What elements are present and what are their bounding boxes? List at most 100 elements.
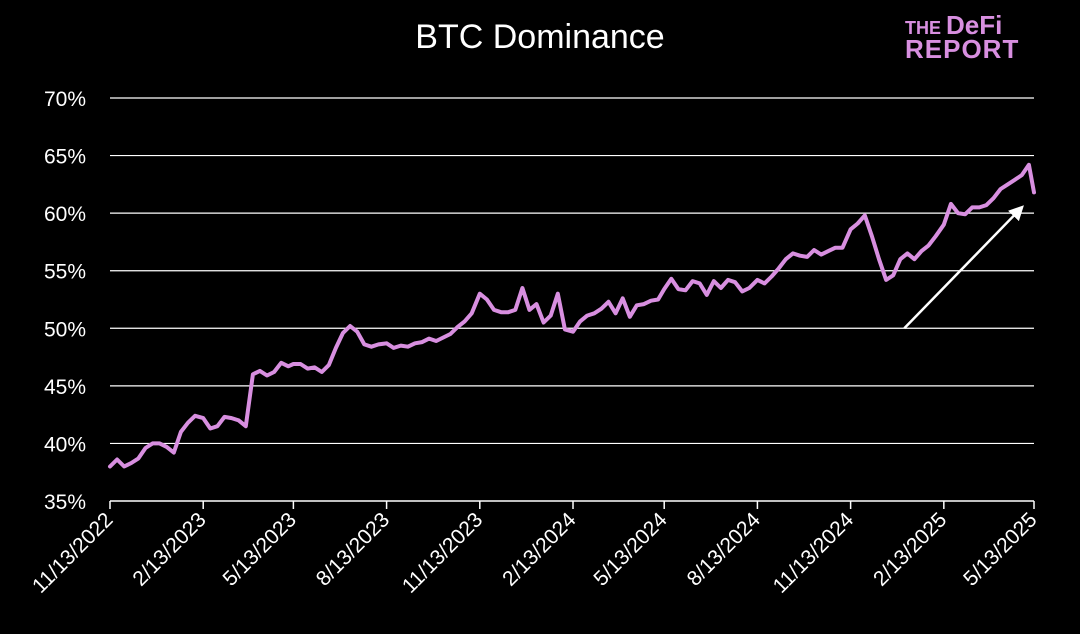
y-tick-label: 55% [44, 261, 86, 284]
data-point [272, 370, 276, 374]
data-point [826, 249, 830, 253]
data-point [977, 205, 981, 209]
data-point [165, 445, 169, 449]
y-tick-label: 50% [44, 318, 86, 341]
data-point [578, 319, 582, 323]
data-point [777, 266, 781, 270]
data-point [683, 288, 688, 292]
data-point [999, 187, 1003, 191]
data-point [669, 277, 673, 281]
data-point [770, 274, 774, 279]
data-point [726, 278, 730, 282]
data-point [313, 365, 317, 369]
data-point [621, 296, 625, 300]
data-point [151, 441, 155, 445]
data-point [563, 327, 567, 331]
data-point [919, 249, 924, 253]
data-point [628, 315, 632, 319]
defi-report-logo: THE DeFi REPORT [905, 12, 1025, 62]
y-tick-label: 65% [44, 146, 86, 169]
data-point [984, 203, 989, 207]
data-point [320, 370, 324, 374]
data-point [463, 319, 467, 323]
data-point [1006, 182, 1010, 186]
data-point [942, 223, 946, 227]
data-point [237, 418, 241, 422]
data-point [571, 330, 575, 334]
data-point [762, 281, 767, 285]
y-tick-label: 35% [44, 491, 86, 514]
data-point [599, 307, 604, 311]
data-point [1020, 173, 1024, 177]
data-point [656, 297, 660, 302]
data-point [798, 254, 802, 258]
data-point [747, 286, 751, 290]
data-point [129, 461, 133, 465]
data-point [1027, 163, 1031, 167]
x-tick-label: 11/13/2023 [398, 508, 487, 597]
data-point [108, 464, 112, 469]
data-point [427, 337, 431, 341]
data-point [705, 293, 709, 297]
x-axis-ticks: 11/13/2022 2/13/2023 5/13/2023 8/13/2023 11/… [28, 501, 1042, 598]
data-point [819, 253, 823, 257]
y-tick-label: 60% [44, 203, 86, 226]
data-point [158, 441, 162, 445]
data-point [784, 257, 788, 261]
x-tick-label: 11/13/2022 [28, 508, 117, 597]
data-point [258, 369, 262, 373]
data-point [614, 311, 618, 315]
x-tick-label: 2/13/2025 [869, 508, 951, 590]
data-point [863, 213, 867, 217]
x-tick-label: 5/13/2025 [959, 508, 1041, 590]
data-point [399, 344, 403, 348]
data-point [1013, 178, 1017, 182]
data-point [833, 246, 838, 250]
data-point [286, 364, 290, 368]
data-point [201, 416, 205, 420]
logo-report: REPORT [905, 34, 1020, 64]
data-point [1032, 190, 1036, 194]
data-point [251, 372, 255, 376]
y-tick-label: 45% [44, 376, 86, 399]
series-layer [108, 162, 1036, 469]
data-point [592, 311, 596, 315]
data-point [585, 314, 589, 318]
data-point [549, 314, 553, 318]
data-point [849, 227, 853, 231]
y-tick-label: 70% [44, 88, 86, 111]
data-point [691, 279, 695, 283]
data-point [413, 341, 417, 345]
data-point [115, 457, 119, 462]
data-point [912, 257, 917, 261]
data-point [279, 361, 283, 365]
gridlines [110, 97, 1034, 445]
data-point [186, 421, 190, 425]
data-point [740, 289, 744, 293]
data-point [812, 248, 816, 252]
data-point [265, 373, 269, 378]
data-point [341, 331, 345, 335]
data-point [478, 292, 482, 296]
data-point [840, 246, 845, 250]
x-tick-label: 8/13/2024 [683, 508, 766, 591]
data-point [719, 286, 723, 290]
data-point [441, 335, 445, 340]
data-point [215, 424, 219, 428]
data-point [470, 311, 474, 315]
data-point [606, 300, 611, 304]
data-point [485, 297, 489, 302]
data-point [406, 345, 410, 349]
data-point [355, 330, 359, 334]
data-point [905, 251, 910, 255]
x-tick-label: 2/13/2023 [128, 508, 210, 590]
data-point [733, 280, 737, 284]
data-point [298, 362, 303, 366]
data-point [642, 302, 646, 306]
data-point [934, 234, 938, 238]
data-point [877, 257, 881, 261]
data-point [520, 286, 525, 290]
x-tick-label: 8/13/2023 [312, 508, 394, 590]
data-point [542, 320, 546, 325]
